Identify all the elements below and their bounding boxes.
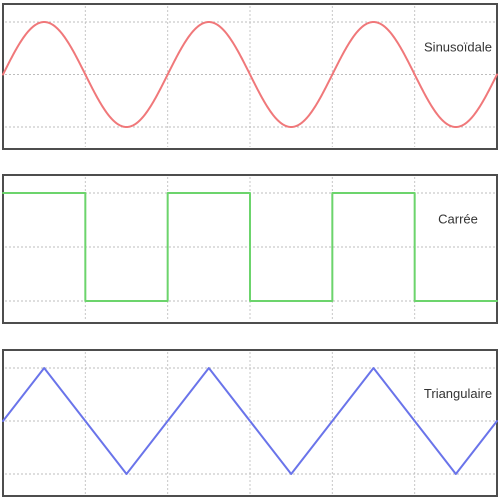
panel-triangulaire: Triangulaire: [2, 349, 498, 497]
waveform-label-triangulaire: Triangulaire: [424, 386, 492, 401]
panel-sinusoidale: Sinusoïdale: [2, 3, 498, 150]
panel-carree: Carrée: [2, 174, 498, 324]
waveform-panels: Sinusoïdale Carrée Triangulaire: [2, 3, 498, 497]
waveform-line-sinusoidale: [2, 21, 498, 128]
waveform-line-triangulaire: [2, 367, 498, 475]
waveform-label-carree: Carrée: [438, 211, 478, 226]
waveform-label-sinusoidale: Sinusoïdale: [424, 40, 492, 55]
panel-frame-triangulaire: [2, 349, 498, 497]
waveform-line-carree: [2, 192, 498, 302]
